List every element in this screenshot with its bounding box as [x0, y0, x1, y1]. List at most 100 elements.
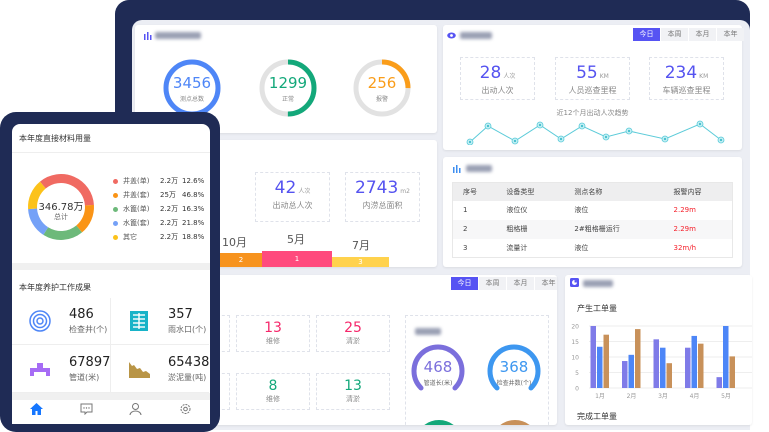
- y-tick-label: 20: [571, 324, 579, 331]
- bottom-nav: [12, 400, 210, 424]
- tab-year[interactable]: 本年: [535, 277, 557, 290]
- legend-name: 其它: [123, 233, 137, 241]
- trend-point-center: [664, 138, 666, 140]
- eye-icon: [447, 32, 456, 39]
- legend-item: 其它 2.2万 18.8%: [113, 232, 204, 242]
- user-icon[interactable]: [129, 403, 142, 415]
- bar: [666, 363, 672, 388]
- gauge-arc: [353, 59, 411, 117]
- donut-total-label: 总计: [54, 213, 68, 221]
- rank-bar: 2: [220, 253, 262, 267]
- grate-icon: [130, 311, 148, 331]
- donut-segment: [39, 174, 94, 206]
- table-cell: 流量计: [506, 243, 528, 252]
- tab-week[interactable]: 本周: [661, 28, 688, 41]
- result-value: 65438: [168, 355, 210, 370]
- table-cell: 3: [463, 243, 468, 252]
- gauge-value: 1299: [268, 74, 308, 92]
- gauge-arc: [411, 344, 465, 391]
- table-row[interactable]: 3 流量计 液位 32m/h: [453, 239, 733, 258]
- table-cell: 液位: [574, 206, 589, 214]
- period-tabs: 今日 本周 本月 本年: [632, 28, 744, 41]
- y-tick-label: 0: [575, 386, 579, 393]
- bar: [685, 347, 691, 388]
- gauge-value: 3456: [172, 74, 212, 92]
- legend-pct: 21.8%: [182, 219, 205, 227]
- legend-item: 水篦(单) 2.2万 16.3%: [113, 204, 204, 214]
- gauge-label: 正常: [281, 96, 294, 103]
- rank-month: 5月: [287, 233, 305, 246]
- stat-card: 234 KM 车辆巡查里程: [649, 57, 724, 100]
- gauge-label: 测点总数: [179, 96, 204, 103]
- trend-point-center: [539, 124, 541, 126]
- table-row[interactable]: 1 液位仪 液位 2.29m: [453, 201, 733, 220]
- result-value: 67897: [69, 355, 111, 370]
- tab-week[interactable]: 本周: [479, 277, 506, 290]
- tab-year[interactable]: 本年: [717, 28, 744, 41]
- trend-point-center: [560, 138, 562, 140]
- chart-title: 完成工单量: [577, 412, 617, 421]
- maintenance-panel: 今日 本周 本月 本年 13 维修 25 清淤 8 维修 13 清淤 468 管道长(米) 368 检查井…: [210, 275, 557, 425]
- bar: [603, 334, 609, 388]
- result-label: 检查井(个): [69, 325, 108, 334]
- bar: [628, 354, 634, 388]
- legend-dot: [113, 206, 118, 212]
- home-icon[interactable]: [30, 403, 44, 415]
- result-label: 淤泥量(吨): [168, 373, 207, 382]
- stat-value: 25: [344, 320, 362, 336]
- card-title-blurred: [415, 328, 441, 335]
- legend-item: 水篦(套) 2.2万 21.8%: [113, 218, 204, 228]
- section-title: 本年度养护工作成果: [19, 283, 91, 292]
- stat-card: 42 人次 出动总人次: [255, 172, 330, 222]
- stat-value: 42: [274, 178, 297, 198]
- chart-title: 产生工单量: [577, 304, 617, 313]
- legend-item: 井盖(单) 2.2万 12.6%: [113, 176, 204, 186]
- bar: [660, 347, 666, 388]
- message-icon[interactable]: [80, 403, 93, 415]
- result-value: 486: [69, 307, 94, 322]
- legend-amount: 25万: [160, 191, 176, 199]
- stat-card: 13 清淤: [316, 373, 390, 410]
- gauge-value: 468: [423, 358, 453, 376]
- legend-amount: 2.2万: [160, 177, 179, 185]
- tab-month[interactable]: 本月: [507, 277, 534, 290]
- tab-today[interactable]: 今日: [451, 277, 478, 290]
- panel-title-blurred: [466, 165, 492, 172]
- stat-label: 清淤: [346, 337, 360, 345]
- trend-line-chart: [466, 120, 725, 145]
- rank-bar: 1: [262, 251, 332, 267]
- legend-name: 井盖(套): [123, 191, 150, 199]
- tab-today[interactable]: 今日: [633, 28, 660, 41]
- stat-label: 车辆巡查里程: [662, 86, 711, 95]
- trend-line: [469, 123, 722, 143]
- bar: [635, 329, 641, 388]
- pie-chart-icon: [570, 278, 579, 287]
- legend-pct: 12.6%: [182, 177, 205, 185]
- stat-value: 234: [664, 63, 698, 83]
- legend-pct: 16.3%: [182, 205, 205, 213]
- stat-value: 2743: [355, 178, 399, 198]
- trend-point-center: [720, 139, 722, 141]
- settings-icon[interactable]: [179, 403, 192, 415]
- stat-card: 8 维修: [236, 373, 310, 410]
- trend-title: 近12个月出动人次趋势: [556, 109, 629, 117]
- table-row[interactable]: 2 粗格栅 2#粗格栅运行 2.29m: [452, 219, 733, 239]
- tab-month[interactable]: 本月: [689, 28, 716, 41]
- gauge-value: 368: [499, 358, 529, 376]
- gauge-label: 报警: [375, 96, 388, 103]
- materials-donut-chart: [28, 174, 94, 240]
- bar: [691, 335, 697, 388]
- stat-value: 8: [268, 378, 278, 394]
- y-tick-label: 10: [571, 355, 579, 362]
- rank-month: 7月: [352, 239, 370, 252]
- legend-amount: 2.2万: [160, 233, 179, 241]
- result-cell: 486 检查井(个): [12, 298, 110, 345]
- stat-card: 28 人次 出动人次: [460, 57, 535, 100]
- gauge-arc: [424, 420, 454, 425]
- legend-amount: 2.2万: [160, 205, 179, 213]
- alarm-table: 序号 设备类型 测点名称 报警内容 1 液位仪 液位 2.29m 2 粗格栅 2#粗格栅运行 2.29…: [452, 182, 733, 258]
- stat-unit: KM: [599, 73, 609, 80]
- stat-label: 出动人次: [481, 86, 514, 95]
- bar: [716, 377, 722, 388]
- stat-value: 55: [576, 63, 598, 83]
